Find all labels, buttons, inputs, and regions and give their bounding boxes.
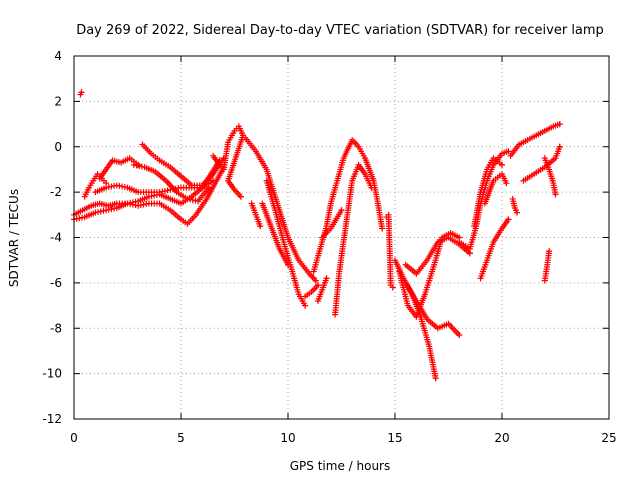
data-point [338, 207, 345, 214]
y-tick-label: -6 [50, 276, 62, 290]
y-tick-label: -8 [50, 321, 62, 335]
series-gap-marks [383, 211, 396, 291]
y-tick-label: -12 [42, 412, 62, 426]
series-late-c [541, 155, 559, 198]
data-points [71, 89, 563, 382]
data-point [78, 89, 85, 96]
data-point [205, 184, 212, 191]
chart-title: Day 269 of 2022, Sidereal Day-to-day VTE… [76, 23, 604, 38]
data-point [103, 180, 110, 187]
series-rise-a [456, 148, 512, 252]
series-early-bundle-b [71, 164, 227, 227]
series-late-b [520, 143, 563, 184]
data-point [499, 161, 505, 168]
data-point [368, 184, 375, 191]
series-dip10-a [242, 134, 319, 284]
data-point [456, 332, 463, 339]
series-late-a [507, 121, 563, 159]
series-spike-morning [210, 123, 247, 200]
data-point [237, 193, 244, 200]
series-rise-c [481, 170, 510, 207]
x-tick-label: 20 [494, 431, 509, 445]
data-point [505, 148, 512, 155]
series-rise-d [477, 216, 512, 282]
data-point [285, 261, 291, 268]
series-dip17-d [402, 234, 473, 277]
y-tick-label: 4 [54, 49, 62, 63]
x-axis-label: GPS time / hours [290, 459, 391, 473]
data-point [513, 209, 520, 216]
series-dip10-b [263, 177, 309, 309]
y-tick-label: -10 [42, 367, 62, 381]
series-rise-b [471, 155, 505, 230]
y-axis-label: SDTVAR / TECUs [7, 189, 21, 287]
data-point [556, 121, 563, 128]
series-early-rise [96, 155, 142, 182]
x-tick-label: 5 [177, 431, 185, 445]
data-point [552, 191, 559, 198]
data-point [546, 248, 553, 255]
series-recovery-e [314, 275, 330, 305]
grid-lines [74, 56, 609, 419]
data-point [314, 282, 321, 289]
series-late-e [509, 195, 520, 216]
series-recovery-d [302, 282, 321, 300]
x-tick-label: 0 [70, 431, 78, 445]
data-point [257, 223, 264, 230]
data-point [432, 375, 439, 382]
x-tick-label: 15 [387, 431, 402, 445]
data-point [323, 275, 330, 282]
data-point [210, 177, 217, 184]
y-tick-label: 2 [54, 94, 62, 108]
data-point [379, 225, 386, 232]
axes-ticks: 0 5 10 15 20 25 -12 -10 -8 -6 -4 -2 0 2 4 [42, 49, 616, 445]
series-early-scatter [81, 170, 110, 200]
data-point [389, 284, 396, 291]
y-tick-label: 0 [54, 140, 62, 154]
series-early-outlier [77, 89, 85, 98]
data-point [556, 143, 563, 150]
series-early-arc-b [130, 161, 212, 205]
x-tick-label: 10 [280, 431, 295, 445]
series-dip10-c [259, 200, 291, 268]
data-point [312, 277, 319, 284]
series-recovery-b [332, 161, 375, 318]
data-point [135, 161, 142, 168]
y-tick-label: -2 [50, 185, 62, 199]
data-point [302, 302, 309, 309]
data-point [505, 216, 512, 223]
series-late-d [541, 248, 553, 284]
data-point [503, 180, 510, 187]
series-dip17-c [396, 229, 463, 320]
y-tick-label: -4 [50, 231, 62, 245]
series-recovery-c [319, 207, 345, 241]
series-dip10-d [248, 200, 264, 230]
x-tick-label: 25 [601, 431, 616, 445]
